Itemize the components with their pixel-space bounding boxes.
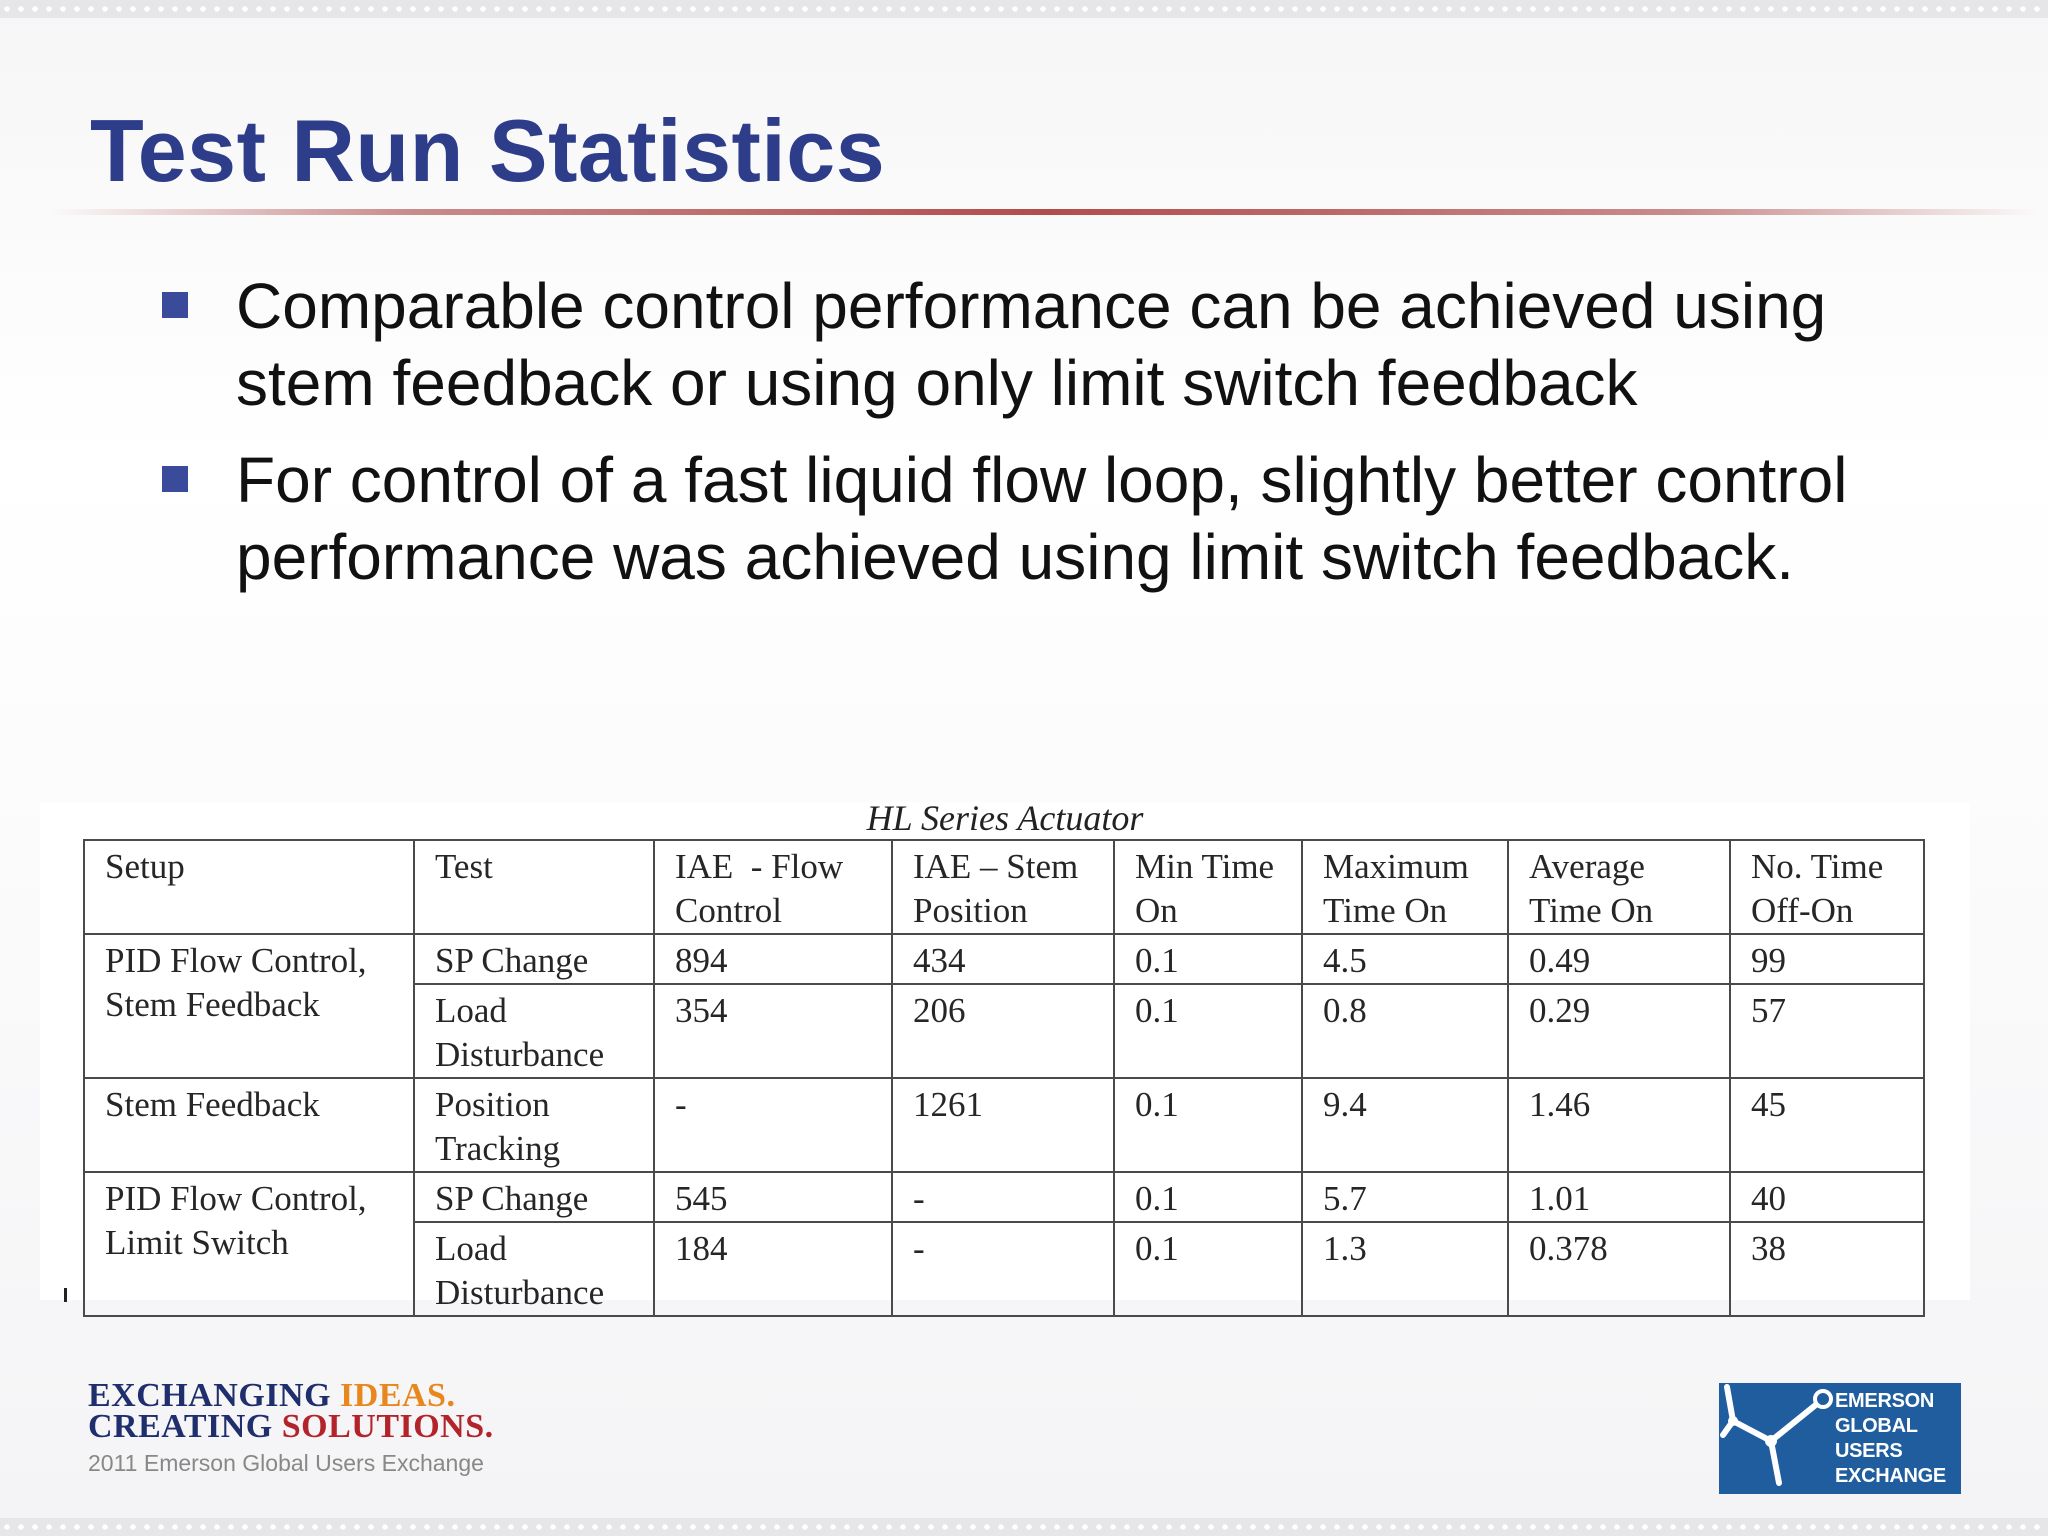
bullet-text: For control of a fast liquid flow loop, … (236, 444, 1848, 593)
iae-stem-cell: 434 (891, 933, 1115, 985)
test-cell: SP Change (413, 1171, 655, 1223)
header-cell: IAE - Flow Control (653, 839, 893, 935)
square-bullet-icon (162, 466, 188, 492)
count-cell: 40 (1729, 1171, 1925, 1223)
logo-line: GLOBAL (1835, 1415, 1918, 1437)
min-time-on-cell: 0.1 (1113, 1077, 1303, 1173)
iae-flow-cell: - (653, 1077, 893, 1173)
header-cell: Average Time On (1507, 839, 1731, 935)
bullet-list: Comparable control performance can be ac… (158, 268, 1918, 616)
header-cell: Test (413, 839, 655, 935)
slogan-word: IDEAS. (340, 1377, 456, 1414)
bullet-item: Comparable control performance can be ac… (158, 268, 1918, 422)
iae-stem-cell: - (891, 1221, 1115, 1317)
iae-flow-cell: 184 (653, 1221, 893, 1317)
iae-flow-cell: 894 (653, 933, 893, 985)
header-cell: No. Time Off-On (1729, 839, 1925, 935)
table-header-row: Setup Test IAE - Flow Control IAE – Stem… (83, 839, 1925, 935)
bullet-text: Comparable control performance can be ac… (236, 270, 1827, 419)
header-cell: Maximum Time On (1301, 839, 1509, 935)
slide-title: Test Run Statistics (90, 101, 886, 200)
setup-cell: Stem Feedback (83, 1077, 415, 1173)
test-cell: Load Disturbance (413, 1221, 655, 1317)
avg-time-on-cell: 0.29 (1507, 983, 1731, 1079)
min-time-on-cell: 0.1 (1113, 1221, 1303, 1317)
top-dot-border (0, 0, 2048, 18)
setup-cell: PID Flow Control, Limit Switch (83, 1171, 415, 1317)
count-cell: 45 (1729, 1077, 1925, 1173)
table-row: Stem Feedback Position Tracking - 1261 0… (83, 1077, 1925, 1173)
max-time-on-cell: 1.3 (1301, 1221, 1509, 1317)
max-time-on-cell: 0.8 (1301, 983, 1509, 1079)
count-cell: 38 (1729, 1221, 1925, 1317)
header-cell: IAE – Stem Position (891, 839, 1115, 935)
footer-slogan: EXCHANGING IDEAS. CREATING SOLUTIONS. 20… (88, 1377, 494, 1479)
emerson-logo: EMERSON GLOBAL USERS EXCHANGE (1719, 1383, 1961, 1494)
slogan-word: EXCHANGING (88, 1377, 341, 1414)
iae-stem-cell: 206 (891, 983, 1115, 1079)
max-time-on-cell: 5.7 (1301, 1171, 1509, 1223)
header-cell: Setup (83, 839, 415, 935)
footer-subtitle: 2011 Emerson Global Users Exchange (88, 1450, 484, 1476)
min-time-on-cell: 0.1 (1113, 983, 1303, 1079)
test-cell: SP Change (413, 933, 655, 985)
emerson-network-logo-icon (1720, 1384, 1833, 1486)
count-cell: 57 (1729, 983, 1925, 1079)
slogan-line: EXCHANGING IDEAS. (88, 1377, 494, 1414)
setup-cell: PID Flow Control, Stem Feedback (83, 933, 415, 1079)
avg-time-on-cell: 1.01 (1507, 1171, 1731, 1223)
avg-time-on-cell: 1.46 (1507, 1077, 1731, 1173)
square-bullet-icon (162, 292, 188, 318)
logo-line: EMERSON (1835, 1390, 1935, 1412)
table-row: Load Disturbance 354 206 0.1 0.8 0.29 57 (84, 983, 1925, 1079)
max-time-on-cell: 4.5 (1301, 933, 1509, 985)
slogan-word: SOLUTIONS. (281, 1408, 494, 1445)
avg-time-on-cell: 0.378 (1507, 1221, 1731, 1317)
bullet-item: For control of a fast liquid flow loop, … (158, 442, 1918, 596)
slogan-line: CREATING SOLUTIONS. (88, 1408, 494, 1445)
logo-line: EXCHANGE (1835, 1465, 1946, 1487)
min-time-on-cell: 0.1 (1113, 933, 1303, 985)
table-row: PID Flow Control, Limit Switch SP Change… (83, 1171, 1925, 1317)
slogan-word: CREATING (88, 1408, 282, 1445)
iae-stem-cell: 1261 (891, 1077, 1115, 1173)
bottom-dot-border (0, 1518, 2048, 1536)
iae-flow-cell: 354 (653, 983, 893, 1079)
table-row: PID Flow Control, Stem Feedback SP Chang… (83, 933, 1925, 1079)
logo-text: EMERSON GLOBAL USERS EXCHANGE (1835, 1389, 1959, 1489)
table-caption: HL Series Actuator (866, 798, 1144, 838)
test-cell: Position Tracking (413, 1077, 655, 1173)
header-cell: Min Time On (1113, 839, 1303, 935)
iae-stem-cell: - (891, 1171, 1115, 1223)
statistics-table-panel: HL Series Actuator Setup Test IAE - Flow… (40, 798, 1970, 1317)
avg-time-on-cell: 0.49 (1507, 933, 1731, 985)
stray-mark (64, 1288, 67, 1302)
max-time-on-cell: 9.4 (1301, 1077, 1509, 1173)
test-cell: Load Disturbance (413, 983, 655, 1079)
title-divider (50, 209, 2040, 215)
min-time-on-cell: 0.1 (1113, 1171, 1303, 1223)
statistics-table: Setup Test IAE - Flow Control IAE – Stem… (83, 839, 1925, 1317)
table-row: Load Disturbance 184 - 0.1 1.3 0.378 38 (84, 1221, 1925, 1317)
count-cell: 99 (1729, 933, 1925, 985)
iae-flow-cell: 545 (653, 1171, 893, 1223)
logo-line: USERS (1835, 1440, 1903, 1462)
